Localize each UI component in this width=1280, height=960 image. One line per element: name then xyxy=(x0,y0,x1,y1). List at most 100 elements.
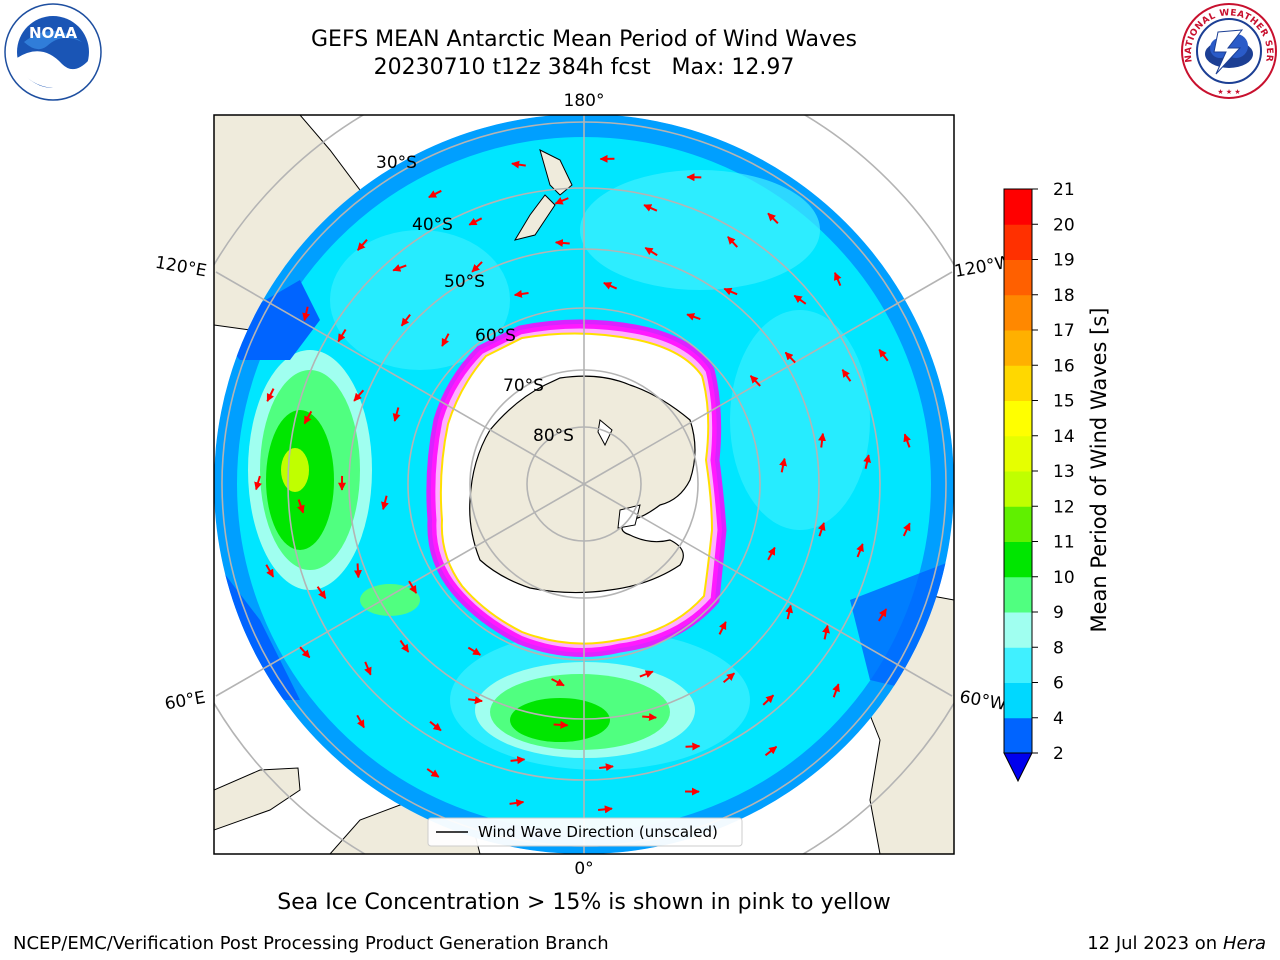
wind-arrow xyxy=(468,217,483,226)
colorbar-tick-label: 8 xyxy=(1053,638,1064,658)
wind-arrow xyxy=(337,328,347,343)
colorbar-tick-label: 10 xyxy=(1053,568,1075,588)
wind-arrow xyxy=(822,624,830,640)
colorbar-swatch xyxy=(1004,259,1032,296)
wind-arrow xyxy=(718,621,727,635)
lon-label-4: 60°W xyxy=(958,687,1008,715)
wind-arrow xyxy=(467,646,482,656)
colorbar-label: Mean Period of Wind Waves [s] xyxy=(1087,308,1111,633)
svg-text:★ ★ ★: ★ ★ ★ xyxy=(1217,88,1240,96)
wind-arrow xyxy=(426,768,440,778)
wind-arrow xyxy=(399,639,410,653)
colorbar-swatch xyxy=(1004,294,1032,331)
colorbar-tick-label: 20 xyxy=(1053,215,1075,235)
wind-arrow xyxy=(316,586,327,599)
wind-arrow xyxy=(642,713,657,722)
graticule xyxy=(214,115,954,854)
wind-arrow xyxy=(643,204,658,212)
wind-arrow xyxy=(356,714,365,729)
wind-arrow xyxy=(639,670,654,678)
lat-label-3: 60°S xyxy=(475,326,516,346)
ice-caption: Sea Ice Concentration > 15% is shown in … xyxy=(277,890,891,915)
wind-arrow xyxy=(722,672,736,684)
colorbar-tick-label: 15 xyxy=(1053,392,1075,412)
lon-label-0: 180° xyxy=(564,91,605,111)
wind-arrow xyxy=(468,696,483,705)
wind-arrow xyxy=(254,475,262,491)
colorbar-swatch xyxy=(1004,471,1032,507)
footer-branch: NCEP/EMC/Verification Post Processing Pr… xyxy=(13,933,609,954)
colorbar-tick-label: 14 xyxy=(1053,427,1075,447)
colorbar-swatch xyxy=(1004,717,1032,754)
wind-arrow xyxy=(878,608,888,622)
colorbar-tick-label: 18 xyxy=(1053,286,1075,306)
wind-arrow xyxy=(863,454,871,469)
wind-arrow xyxy=(767,546,776,561)
wind-arrow xyxy=(509,798,525,807)
wind-arrow xyxy=(299,646,311,659)
wind-arrow xyxy=(511,160,526,169)
colorbar-tick-label: 16 xyxy=(1053,356,1075,376)
lon-label-5: 0° xyxy=(574,859,593,879)
wind-arrow xyxy=(599,763,614,772)
wind-arrow xyxy=(353,563,362,579)
wind-arrow xyxy=(856,543,864,558)
wind-arrow xyxy=(429,720,442,732)
lon-label-3: 60°E xyxy=(163,688,207,715)
lon-label-1: 120°E xyxy=(154,253,208,282)
wind-arrow xyxy=(832,683,840,698)
colorbar-swatch xyxy=(1004,541,1032,578)
wind-arrow xyxy=(392,407,401,422)
colorbar-swatch xyxy=(1004,330,1032,366)
colorbar-tick-label: 13 xyxy=(1053,462,1075,482)
wind-arrow xyxy=(723,287,738,296)
colorbar-swatch xyxy=(1004,612,1032,648)
colorbar-swatch xyxy=(1004,365,1032,401)
wind-arrow xyxy=(727,236,739,248)
colorbar-swatch xyxy=(1004,189,1032,225)
wind-arrow xyxy=(471,261,483,273)
wind-arrow xyxy=(441,333,450,347)
wind-arrow xyxy=(381,495,389,511)
wind-arrow xyxy=(779,457,788,473)
wind-arrow xyxy=(685,742,701,751)
colorbar-swatch xyxy=(1004,682,1032,719)
colorbar-tick-label: 21 xyxy=(1053,180,1075,200)
wind-arrow xyxy=(408,580,418,594)
noaa-logo: NOAA xyxy=(4,3,102,101)
colorbar-tick-label: 12 xyxy=(1053,497,1075,517)
noaa-logo-text: NOAA xyxy=(29,24,78,42)
wind-arrow xyxy=(767,212,779,225)
wind-arrow xyxy=(265,564,275,578)
wind-arrow xyxy=(364,661,372,676)
wind-arrow xyxy=(551,678,565,687)
lat-label-4: 70°S xyxy=(503,376,544,396)
wind-arrow xyxy=(353,389,365,402)
wind-arrow xyxy=(686,313,701,321)
wind-arrow xyxy=(841,369,852,382)
wind-arrow xyxy=(817,522,826,537)
wind-arrow xyxy=(302,306,311,322)
wind-arrow xyxy=(400,314,411,327)
wind-arrow xyxy=(303,410,313,425)
wind-arrow xyxy=(818,432,827,448)
wind-arrow xyxy=(878,349,889,362)
wind-arrow xyxy=(513,289,529,298)
wind-arrow xyxy=(510,756,526,765)
colorbar-swatch xyxy=(1004,576,1032,613)
chart-subtitle: 20230710 t12z 384h fcst Max: 12.97 xyxy=(373,55,795,80)
colorbar-tick-label: 4 xyxy=(1053,709,1064,729)
wind-arrow xyxy=(762,694,775,706)
colorbar-tick-label: 17 xyxy=(1053,321,1075,341)
lat-label-1: 40°S xyxy=(412,215,453,235)
wind-arrow xyxy=(644,246,658,257)
wind-arrow xyxy=(553,720,569,729)
wind-arrow xyxy=(784,351,796,364)
wind-arrow xyxy=(785,604,794,620)
legend-label: Wind Wave Direction (unscaled) xyxy=(478,823,718,841)
colorbar-swatch xyxy=(1004,224,1032,260)
colorbar-tick-label: 19 xyxy=(1053,251,1075,271)
map-legend: Wind Wave Direction (unscaled) xyxy=(427,817,743,847)
colorbar-swatch xyxy=(1004,506,1032,542)
